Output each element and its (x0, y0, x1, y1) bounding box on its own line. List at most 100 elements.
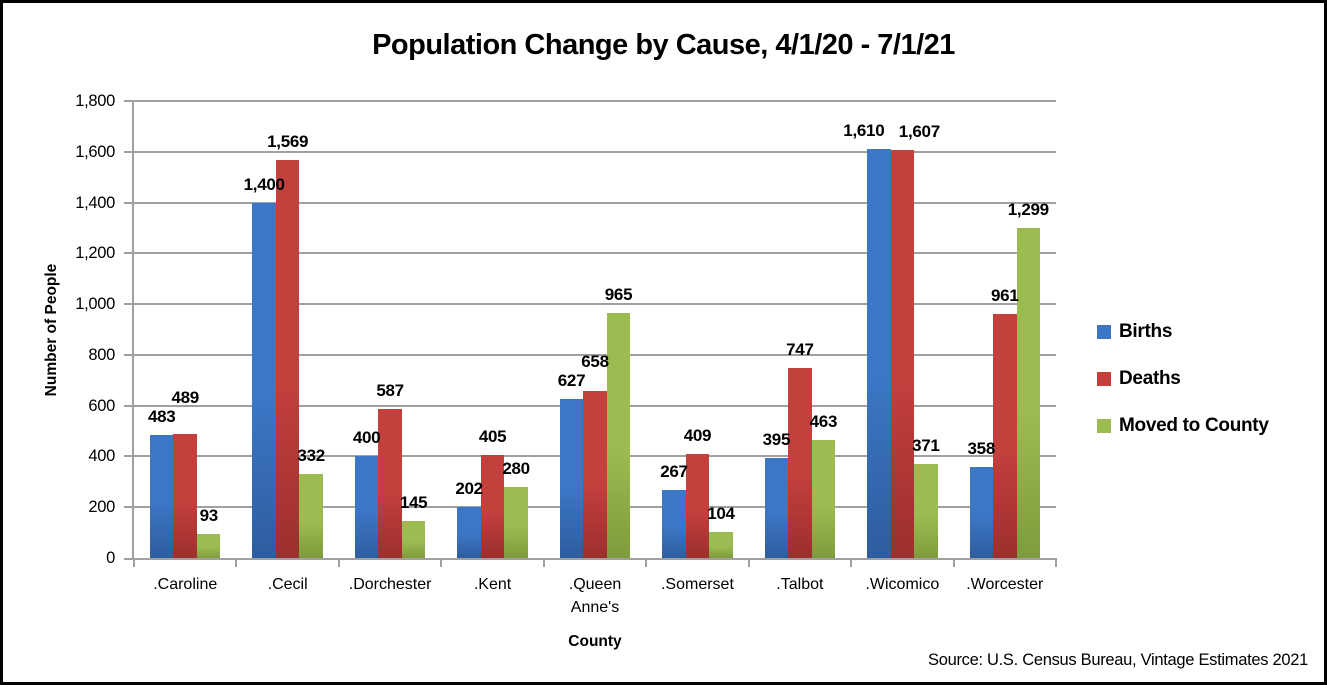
bar-deaths (685, 454, 710, 558)
bar-moved-to-county (196, 534, 221, 558)
bar-moved-to-county (1016, 228, 1041, 558)
bar-moved-to-county (299, 473, 323, 558)
bar-births (149, 435, 174, 558)
y-tick-label: 200 (88, 498, 115, 517)
bar-births (457, 506, 481, 558)
x-axis-line (132, 558, 1056, 560)
bar-deaths (788, 368, 812, 558)
y-tick-label: 1,600 (75, 142, 115, 161)
x-axis-title: County (568, 633, 622, 650)
data-label: 483 (147, 407, 176, 427)
data-label: 1,569 (267, 131, 309, 151)
bar-moved-to-county (504, 486, 528, 558)
y-tick-label: 600 (88, 396, 115, 415)
y-axis-tick (124, 558, 134, 560)
data-label: 93 (199, 506, 219, 526)
y-tick-label: 400 (88, 447, 115, 466)
data-label: 395 (762, 429, 791, 449)
bar-moved-to-county (914, 463, 938, 558)
gridline (124, 150, 1056, 153)
legend-label: Deaths (1119, 368, 1181, 389)
x-category-label: .Kent (473, 576, 512, 593)
bar-deaths (480, 455, 505, 558)
data-label: 961 (991, 286, 1019, 305)
data-label: 1,610 (843, 121, 885, 141)
bar-births (354, 456, 379, 558)
bar-deaths (275, 159, 300, 558)
plot-area: 483 489 93 1,400 1,569 332 400 587 145 202 405 280 6… (124, 100, 1057, 567)
data-label: 371 (912, 435, 940, 455)
x-axis-tick (542, 558, 545, 567)
data-label: 409 (683, 426, 712, 446)
gridline (124, 201, 1056, 204)
bar-deaths (890, 150, 915, 558)
data-label: 587 (376, 380, 404, 400)
data-label: 332 (297, 445, 325, 465)
y-tick-label: 1,400 (75, 193, 115, 212)
legend-swatch-icon (1097, 372, 1111, 386)
x-axis-tick (235, 558, 238, 567)
bar-births (969, 467, 994, 558)
chart-title: Population Change by Cause, 4/1/20 - 7/1… (372, 29, 955, 61)
x-axis-tick (747, 558, 750, 567)
x-category-label: .Worcester (966, 576, 1044, 593)
data-label: 627 (557, 370, 586, 390)
x-category-label: .Wicomico (865, 576, 940, 593)
gridline (124, 353, 1056, 356)
x-axis-tick (645, 558, 648, 567)
gridline (124, 303, 1056, 306)
bar-moved-to-county (606, 313, 631, 558)
data-label: 400 (352, 428, 381, 448)
data-label: 280 (502, 458, 530, 478)
data-label: 145 (399, 493, 428, 513)
gridline (124, 100, 1056, 102)
bar-births (662, 490, 686, 558)
x-category-label: .Cecil (267, 576, 308, 593)
x-axis-tick (133, 558, 135, 567)
legend-swatch-icon (1097, 325, 1111, 339)
data-label: 747 (786, 340, 814, 360)
y-axis-title: Number of People (43, 263, 60, 397)
bar-births (559, 398, 584, 558)
x-category-label: .Caroline (153, 576, 218, 593)
data-label: 463 (809, 412, 838, 432)
bar-deaths (378, 408, 402, 558)
x-category-label: .Talbot (776, 576, 824, 593)
y-tick-label: 0 (106, 549, 115, 567)
x-category-label: .Queen Anne's (568, 576, 622, 616)
bar-moved-to-county (401, 521, 426, 558)
bar-births (867, 149, 891, 558)
bar-deaths (583, 390, 607, 558)
legend-swatch-icon (1097, 419, 1111, 433)
x-axis-tick (952, 558, 955, 567)
x-category-label: .Somerset (660, 576, 734, 593)
bar-births (764, 457, 789, 558)
data-label: 405 (478, 427, 507, 447)
legend-item-births: Births (1097, 320, 1269, 344)
bar-moved-to-county (709, 531, 733, 558)
y-axis-line (132, 100, 134, 560)
data-label: 489 (171, 388, 199, 408)
x-category-label: .Dorchester (348, 576, 432, 593)
bar-deaths (993, 314, 1017, 558)
data-label: 267 (660, 462, 688, 482)
y-tick-label: 1,200 (75, 244, 115, 263)
data-label: 1,400 (243, 174, 285, 194)
y-tick-label: 1,800 (75, 92, 115, 110)
bar-births (252, 202, 276, 558)
bar-moved-to-county (811, 440, 836, 558)
legend: Births Deaths Moved to County (1097, 320, 1269, 461)
legend-label: Moved to County (1119, 415, 1269, 436)
legend-item-moved-to-county: Moved to County (1097, 414, 1269, 438)
data-label: 104 (707, 503, 735, 523)
x-axis-tick (337, 558, 340, 567)
data-label: 358 (967, 439, 996, 459)
source-note: Source: U.S. Census Bureau, Vintage Esti… (927, 651, 1308, 669)
x-axis-tick (440, 558, 443, 567)
data-label: 1,607 (898, 122, 940, 141)
bar-deaths (173, 433, 197, 558)
data-label: 1,299 (1007, 200, 1049, 220)
data-label: 202 (455, 478, 483, 498)
legend-label: Births (1119, 321, 1173, 342)
